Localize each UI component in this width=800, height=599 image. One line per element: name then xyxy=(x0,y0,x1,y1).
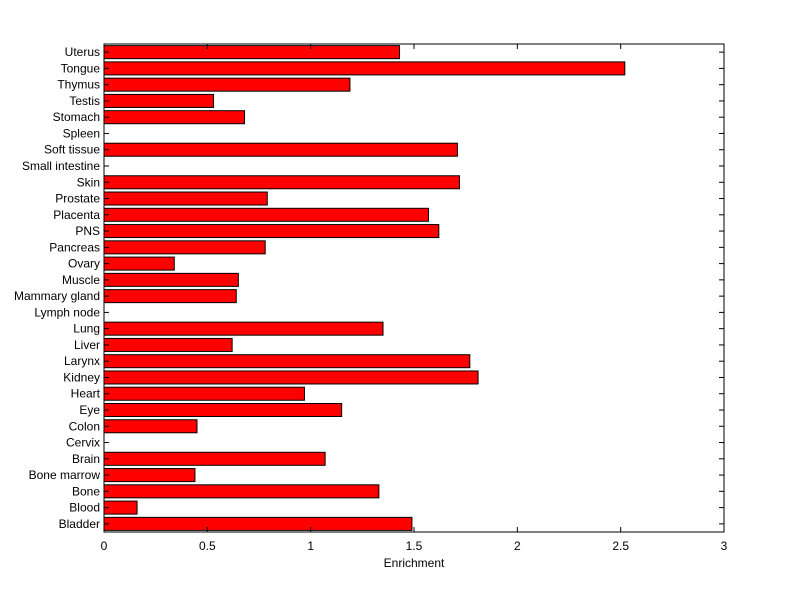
y-tick-label: Liver xyxy=(74,338,100,352)
y-tick-label: Soft tissue xyxy=(44,143,100,157)
bar-eye xyxy=(103,402,343,418)
bar-pancreas xyxy=(103,240,266,255)
y-tick-label: Stomach xyxy=(53,110,100,124)
y-tick-label: Testis xyxy=(69,94,100,108)
x-tick-label: 2.5 xyxy=(612,539,629,553)
bar-prostate xyxy=(103,191,268,206)
y-tick-label: Placenta xyxy=(53,208,100,222)
bar-thymus xyxy=(103,77,351,92)
bar-mammary-gland xyxy=(103,289,237,304)
bar-ovary xyxy=(103,256,175,271)
y-tick-label: PNS xyxy=(75,224,100,238)
bar-heart xyxy=(103,386,305,401)
x-tick-label: 2 xyxy=(514,539,521,553)
plot-area-frame xyxy=(103,43,725,533)
bar-brain xyxy=(103,451,326,466)
bar-liver xyxy=(103,337,233,352)
bar-soft-tissue xyxy=(103,142,458,157)
bar-uterus xyxy=(103,45,401,60)
y-tick-label: Bladder xyxy=(59,517,100,531)
bar-stomach xyxy=(103,110,246,125)
y-tick-label: Bone xyxy=(72,484,100,498)
x-tick-label: 3 xyxy=(721,539,728,553)
bar-lung xyxy=(103,321,384,336)
bars-group xyxy=(103,45,626,531)
y-tick-label: Lung xyxy=(73,322,100,336)
y-tick-label: Larynx xyxy=(64,354,100,368)
y-tick-label: Heart xyxy=(71,387,101,401)
x-axis-title: Enrichment xyxy=(384,556,445,570)
bar-pns xyxy=(103,224,440,239)
y-tick-label: Tongue xyxy=(61,61,101,75)
bar-bone-marrow xyxy=(103,468,196,483)
bar-colon xyxy=(103,419,198,434)
y-tick-label: Cervix xyxy=(66,436,100,450)
x-tick-label: 1.5 xyxy=(406,539,423,553)
x-tick-label: 0 xyxy=(101,539,108,553)
bar-tongue xyxy=(103,61,626,76)
y-tick-label: Mammary gland xyxy=(14,289,100,303)
y-tick-label: Brain xyxy=(72,452,100,466)
bar-muscle xyxy=(103,272,239,287)
y-tick-label: Uterus xyxy=(65,45,100,59)
bar-skin xyxy=(103,175,460,190)
y-tick-label: Eye xyxy=(79,403,100,417)
y-tick-label: Pancreas xyxy=(49,240,100,254)
y-tick-label: Colon xyxy=(69,419,100,433)
bar-placenta xyxy=(103,207,429,222)
bar-kidney xyxy=(103,370,479,385)
x-tick-label: 0.5 xyxy=(199,539,216,553)
ticks-group xyxy=(103,44,725,532)
y-tick-label: Thymus xyxy=(57,78,100,92)
x-tick-label: 1 xyxy=(307,539,314,553)
y-tick-label: Kidney xyxy=(63,370,100,384)
x-tick-labels: 0 0.5 1 1.5 2 2.5 3 xyxy=(101,539,728,553)
y-tick-label: Small intestine xyxy=(22,159,100,173)
bar-testis xyxy=(103,93,215,108)
bar-bone xyxy=(103,484,380,499)
y-tick-label: Ovary xyxy=(68,257,100,271)
bar-bladder xyxy=(103,516,413,531)
y-tick-label: Muscle xyxy=(62,273,100,287)
y-tick-label: Lymph node xyxy=(34,305,100,319)
y-tick-label: Skin xyxy=(77,175,100,189)
y-tick-label: Prostate xyxy=(55,192,100,206)
y-tick-label: Bone marrow xyxy=(29,468,101,482)
y-tick-labels: Bladder Blood Bone Bone marrow Brain Cervix Co… xyxy=(14,45,101,531)
y-tick-label: Spleen xyxy=(63,126,100,140)
bar-larynx xyxy=(103,354,471,369)
y-tick-label: Blood xyxy=(69,501,100,515)
